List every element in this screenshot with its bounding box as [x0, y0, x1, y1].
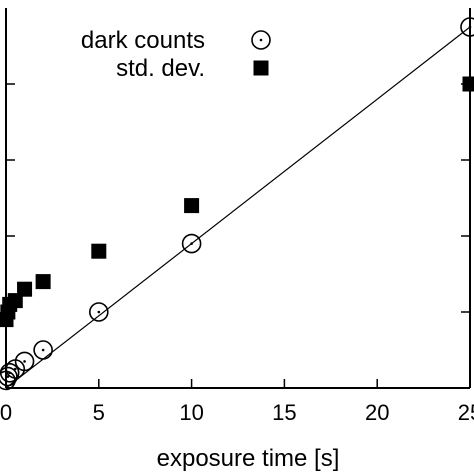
legend-circle-marker-ring [251, 30, 271, 50]
x-tick-label-2: 10 [179, 400, 203, 425]
dark-counts-point-5-dot [41, 348, 45, 352]
dark-counts-point-5 [33, 340, 53, 360]
dark-counts-point-7-ring [181, 233, 202, 254]
dark-counts-point-2-dot [8, 371, 12, 375]
x-axis-label: exposure time [s] [157, 445, 340, 472]
dark-counts-point-8 [460, 17, 474, 37]
x-tick-label-0: 0 [0, 400, 12, 425]
std-dev-point-5 [35, 274, 51, 290]
dark-counts-point-4-ring [14, 351, 35, 372]
legend-circle-marker-dot [259, 38, 263, 42]
dark-counts-point-7-dot [190, 242, 193, 245]
x-tick-label-1: 5 [93, 400, 105, 425]
x-tick-label-4: 20 [365, 400, 389, 425]
axes [5, 8, 471, 389]
dark-counts-point-8-ring [460, 17, 474, 37]
dark-counts-point-2 [0, 363, 20, 383]
std-dev-point-3 [7, 293, 23, 309]
dark-counts-point-3-dot [13, 367, 17, 371]
dark-counts-point-5-ring [33, 340, 53, 360]
std-dev-point-4 [17, 281, 33, 297]
fit-line [5, 26, 471, 389]
legend-square-marker [253, 60, 269, 76]
dark-counts-point-7 [181, 233, 202, 254]
std-dev-point-7 [184, 198, 200, 214]
x-tick-label-5: 25 [458, 400, 474, 425]
dark-counts-point-6-ring [89, 302, 109, 322]
fit-line-group [5, 26, 471, 389]
dark-counts-point-6-dot [97, 310, 101, 314]
dark-counts-point-4-dot [23, 360, 26, 363]
dark-counts-point-1-ring [0, 366, 18, 387]
std-dev-point-8 [462, 76, 474, 92]
legend-circle-marker [251, 30, 271, 50]
x-tick-labels: 0 5 10 15 20 25 [0, 400, 474, 425]
dark-counts-point-2-ring [0, 363, 20, 383]
std-dev-point-6 [91, 243, 107, 259]
dark-counts-point-4 [14, 351, 35, 372]
legend-label-0: dark counts [81, 27, 205, 54]
dark-counts-point-6 [89, 302, 109, 322]
dark-counts-point-8-dot [468, 25, 472, 29]
legend-label-1: std. dev. [116, 55, 205, 82]
x-tick-label-3: 15 [272, 400, 296, 425]
data-marks [0, 17, 474, 391]
